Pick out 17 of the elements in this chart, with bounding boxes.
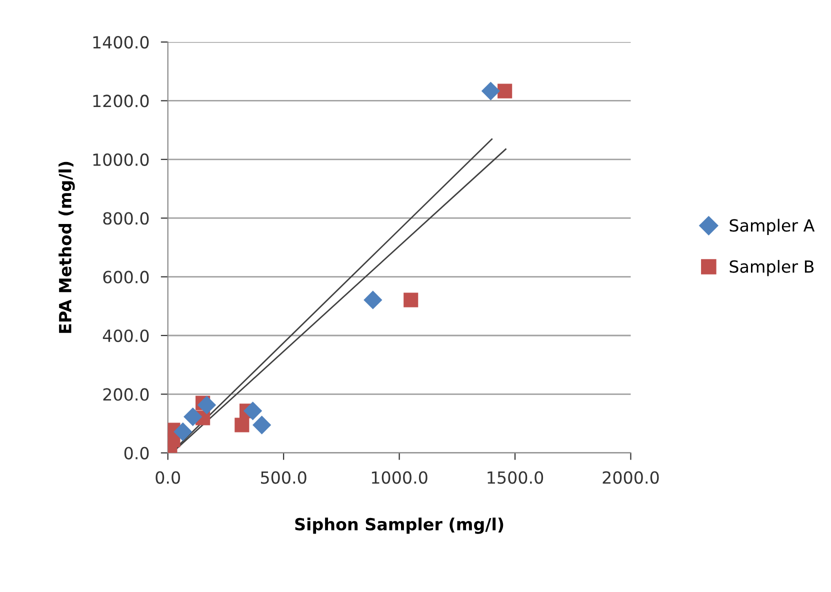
x-tick-label: 1500.0 <box>488 471 544 484</box>
x-axis-title: Siphon Sampler (mg/l) <box>295 518 504 534</box>
y-tick-label: 400.0 <box>102 329 149 342</box>
y-tick-label: 200.0 <box>103 388 149 401</box>
y-tick-label: 0.0 <box>124 446 149 460</box>
y-tick-label: 1400.0 <box>93 36 149 49</box>
y-tick-label: 800.0 <box>103 212 149 225</box>
x-tick-label: 2000.0 <box>602 471 659 484</box>
x-tick-label: 0.0 <box>156 471 180 484</box>
x-tick-label: 500.0 <box>261 471 306 484</box>
y-tick-label: 1000.0 <box>93 153 149 166</box>
y-axis-title: EPA Method (mg/l) <box>58 162 75 333</box>
legend-label: Sampler A <box>730 218 815 235</box>
y-tick-label: 600.0 <box>103 270 149 284</box>
x-tick-label: 1000.0 <box>372 471 428 484</box>
legend-label: Sampler B <box>730 260 814 276</box>
y-tick-label: 1200.0 <box>93 94 149 108</box>
